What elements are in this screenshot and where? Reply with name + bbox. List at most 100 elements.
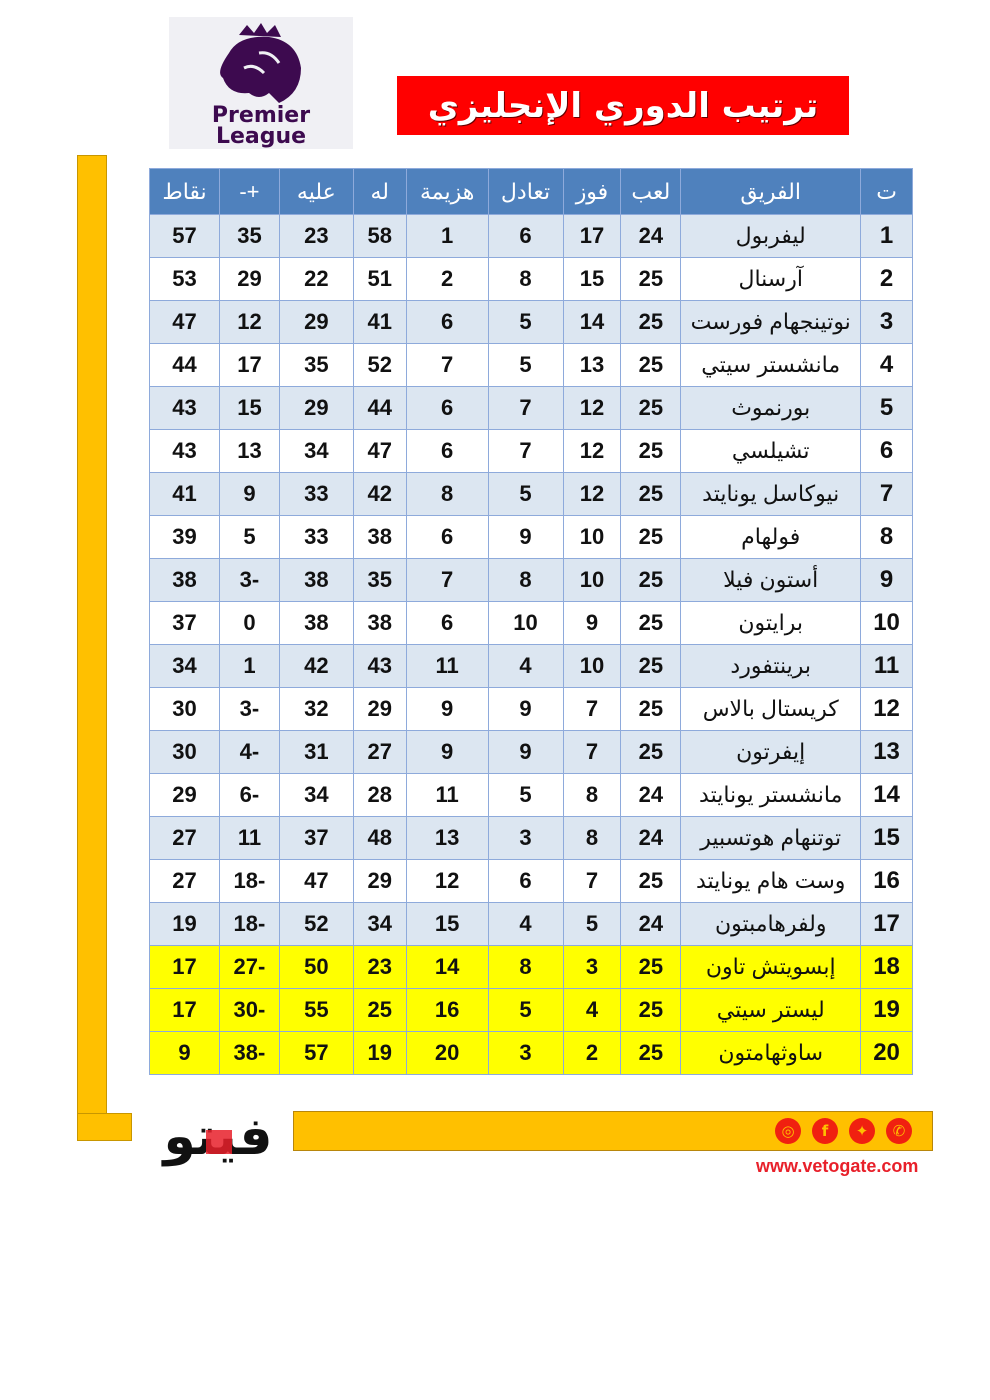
stat-cell: 50 <box>278 945 354 989</box>
stat-cell: 19 <box>352 1031 407 1075</box>
stat-cell: 41 <box>352 300 407 344</box>
stat-cell: 24 <box>620 816 682 860</box>
stat-cell: 9 <box>149 1031 220 1075</box>
stat-cell: 24 <box>620 773 682 817</box>
stat-cell: 35 <box>219 214 280 258</box>
stat-cell: 25 <box>620 687 682 731</box>
stat-cell: 51 <box>352 257 407 301</box>
instagram-icon[interactable]: ◎ <box>775 1118 801 1144</box>
stat-cell: 31 <box>278 730 354 774</box>
stat-cell: 5 <box>219 515 280 559</box>
team-cell: بورنموث <box>680 386 862 430</box>
stat-cell: -6 <box>219 773 280 817</box>
stat-cell: 38 <box>278 558 354 602</box>
rank-cell: 12 <box>860 687 913 731</box>
rank-cell: 7 <box>860 472 913 516</box>
table-row: 16 وست هام يونايتد 25 7 6 12 29 47 -18 27 <box>149 859 913 903</box>
decorative-bracket-foot <box>77 1113 132 1141</box>
stat-cell: 3 <box>562 945 622 989</box>
facebook-icon[interactable]: f <box>812 1118 838 1144</box>
rank-cell: 14 <box>860 773 913 817</box>
stat-cell: 10 <box>562 558 622 602</box>
team-cell: ساوثهامتون <box>680 1031 862 1075</box>
stat-cell: 30 <box>149 687 220 731</box>
stat-cell: 27 <box>352 730 407 774</box>
twitter-icon[interactable]: ✦ <box>849 1118 875 1144</box>
rank-cell: 19 <box>860 988 913 1032</box>
stat-cell: 8 <box>562 816 622 860</box>
stat-cell: 29 <box>278 386 354 430</box>
stat-cell: 25 <box>620 988 682 1032</box>
stat-cell: 29 <box>352 859 407 903</box>
table-row: 7 نيوكاسل يونايتد 25 12 5 8 42 33 9 41 <box>149 472 913 516</box>
stat-cell: -27 <box>219 945 280 989</box>
stat-cell: 12 <box>219 300 280 344</box>
page-title: ترتيب الدوري الإنجليزي <box>397 76 849 135</box>
stat-cell: 6 <box>405 429 489 473</box>
team-cell: مانشستر سيتي <box>680 343 862 387</box>
stat-cell: 47 <box>149 300 220 344</box>
table-row: 13 إيفرتون 25 7 9 9 27 31 -4 30 <box>149 730 913 774</box>
stat-cell: -4 <box>219 730 280 774</box>
column-header: هزيمة <box>405 168 489 215</box>
table-row: 5 بورنموث 25 12 7 6 44 29 15 43 <box>149 386 913 430</box>
team-cell: تشيلسي <box>680 429 862 473</box>
stat-cell: 24 <box>620 902 682 946</box>
stat-cell: 5 <box>487 472 564 516</box>
stat-cell: 29 <box>219 257 280 301</box>
decorative-bracket <box>77 155 107 1140</box>
stat-cell: 7 <box>487 386 564 430</box>
stat-cell: 34 <box>278 773 354 817</box>
team-cell: فولهام <box>680 515 862 559</box>
stat-cell: -30 <box>219 988 280 1032</box>
table-row: 15 توتنهام هوتسبير 24 8 3 13 48 37 11 27 <box>149 816 913 860</box>
whatsapp-icon[interactable]: ✆ <box>886 1118 912 1144</box>
stat-cell: 17 <box>219 343 280 387</box>
rank-cell: 20 <box>860 1031 913 1075</box>
stat-cell: 47 <box>278 859 354 903</box>
stat-cell: -38 <box>219 1031 280 1075</box>
rank-cell: 18 <box>860 945 913 989</box>
stat-cell: 7 <box>487 429 564 473</box>
stat-cell: 5 <box>487 300 564 344</box>
rank-cell: 9 <box>860 558 913 602</box>
stat-cell: 15 <box>405 902 489 946</box>
stat-cell: 55 <box>278 988 354 1032</box>
table-row: 14 مانشستر يونايتد 24 8 5 11 28 34 -6 29 <box>149 773 913 817</box>
website-link[interactable]: www.vetogate.com <box>756 1156 919 1176</box>
stat-cell: 9 <box>487 730 564 774</box>
standings-table: ت الفريق لعب فوز تعادل هزيمة له عليه +- نقاط 1 ليف… <box>149 168 913 1075</box>
stat-cell: 25 <box>620 429 682 473</box>
table-row: 6 تشيلسي 25 12 7 6 47 34 13 43 <box>149 429 913 473</box>
table-row: 12 كريستال بالاس 25 7 9 9 29 32 -3 30 <box>149 687 913 731</box>
stat-cell: 10 <box>562 515 622 559</box>
stat-cell: 34 <box>278 429 354 473</box>
stat-cell: 11 <box>405 773 489 817</box>
stat-cell: 6 <box>405 515 489 559</box>
stat-cell: 25 <box>352 988 407 1032</box>
stat-cell: -18 <box>219 859 280 903</box>
stat-cell: 17 <box>562 214 622 258</box>
stat-cell: 12 <box>562 386 622 430</box>
stat-cell: 6 <box>487 214 564 258</box>
team-cell: ليستر سيتي <box>680 988 862 1032</box>
stat-cell: -3 <box>219 687 280 731</box>
stat-cell: 22 <box>278 257 354 301</box>
stat-cell: 42 <box>278 644 354 688</box>
stat-cell: 43 <box>149 386 220 430</box>
stat-cell: 3 <box>487 1031 564 1075</box>
rank-cell: 13 <box>860 730 913 774</box>
stat-cell: 15 <box>219 386 280 430</box>
stat-cell: 6 <box>487 859 564 903</box>
table-row: 20 ساوثهامتون 25 2 3 20 19 57 -38 9 <box>149 1031 913 1075</box>
stat-cell: 25 <box>620 515 682 559</box>
column-header: لعب <box>620 168 682 215</box>
team-cell: نوتينجهام فورست <box>680 300 862 344</box>
stat-cell: 43 <box>352 644 407 688</box>
stat-cell: 44 <box>352 386 407 430</box>
stat-cell: 25 <box>620 300 682 344</box>
stat-cell: 13 <box>562 343 622 387</box>
logo-text: Premier League <box>211 103 311 149</box>
stat-cell: 15 <box>562 257 622 301</box>
team-cell: ليفربول <box>680 214 862 258</box>
